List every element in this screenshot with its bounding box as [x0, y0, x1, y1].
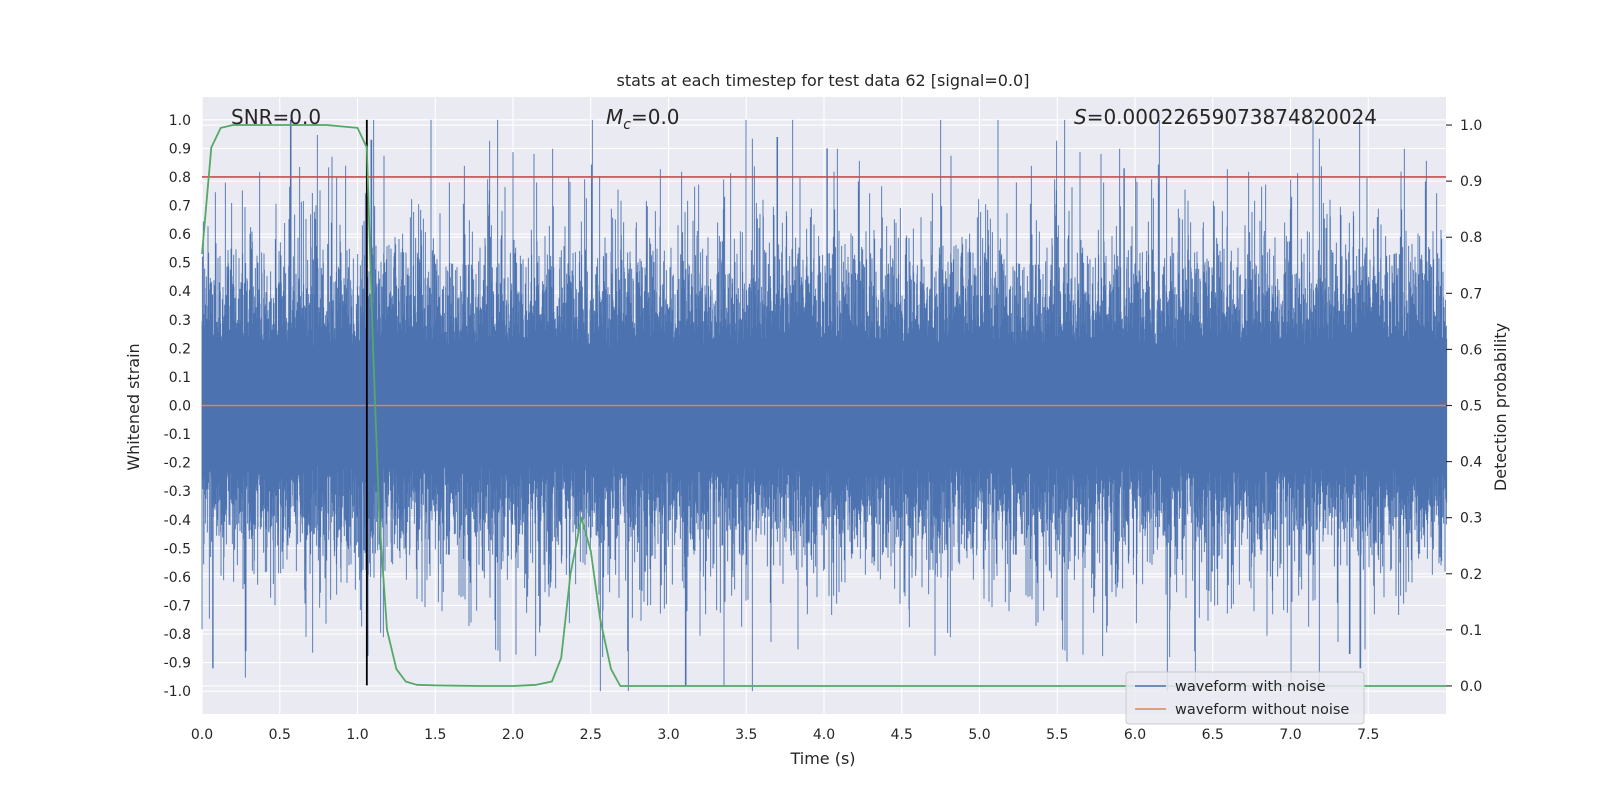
y-tick-label: -0.7: [164, 598, 191, 614]
y-tick-label: 1.0: [169, 113, 191, 129]
x-tick-label: 1.5: [424, 727, 446, 743]
y-tick-label: 0.7: [169, 199, 191, 215]
y-tick-label: 0.2: [169, 341, 191, 357]
y-tick-label: -0.3: [164, 484, 191, 500]
y-tick-label: -1.0: [164, 684, 191, 700]
y-tick-label: 0.1: [169, 370, 191, 386]
y-right-tick-label: 0.5: [1460, 399, 1482, 415]
y-tick-label: 0.0: [169, 399, 191, 415]
y-tick-label: 0.9: [169, 141, 191, 157]
series-waveform-with-noise: [201, 119, 1448, 692]
score-value: =0.00022659073874820024: [1087, 105, 1377, 129]
x-tick-label: 6.5: [1202, 727, 1224, 743]
x-tick-label: 5.0: [968, 727, 990, 743]
y-right-tick-label: 0.9: [1460, 174, 1482, 190]
snr-annotation: SNR=0.0: [231, 105, 321, 129]
y-tick-label: -0.9: [164, 656, 191, 672]
y-tick-label: -0.8: [164, 627, 191, 643]
y-right-tick-label: 0.0: [1460, 679, 1482, 695]
y-tick-label: -0.5: [164, 541, 191, 557]
legend-label-clean: waveform without noise: [1175, 702, 1349, 718]
y-tick-label: 0.5: [169, 256, 191, 272]
x-tick-label: 6.0: [1124, 727, 1146, 743]
y-tick-label: 0.3: [169, 313, 191, 329]
x-tick-label: 5.5: [1046, 727, 1068, 743]
y-right-tick-label: 0.4: [1460, 455, 1482, 471]
x-axis-label: Time (s): [789, 749, 855, 768]
x-tick-label: 0.0: [191, 727, 213, 743]
y-right-tick-label: 0.7: [1460, 286, 1482, 302]
y-tick-label: 0.6: [169, 227, 191, 243]
series-overlays: [201, 119, 1446, 687]
detection-probability-line: [201, 124, 1446, 687]
y-right-tick-label: 0.2: [1460, 567, 1482, 583]
x-tick-label: 2.5: [580, 727, 602, 743]
x-tick-label: 7.5: [1357, 727, 1379, 743]
y-tick-label: -0.4: [164, 513, 191, 529]
x-tick-label: 1.0: [346, 727, 368, 743]
x-tick-label: 7.0: [1279, 727, 1301, 743]
x-tick-label: 0.5: [269, 727, 291, 743]
y-right-tick-label: 1.0: [1460, 118, 1482, 134]
y-right-tick-label: 0.8: [1460, 230, 1482, 246]
y-axis-right-label: Detection probability: [1491, 323, 1510, 491]
y-tick-label: -0.2: [164, 456, 191, 472]
y-right-tick-label: 0.3: [1460, 511, 1482, 527]
chirp-mass-annotation: Mc=0.0: [606, 105, 680, 133]
chirp-mass-subscript: c: [623, 117, 631, 133]
y-right-tick-label: 0.6: [1460, 342, 1482, 358]
y-right-tick-label: 0.1: [1460, 623, 1482, 639]
score-symbol: S: [1074, 105, 1087, 129]
legend-box: [1125, 671, 1365, 725]
axes: 0.0 0.5 1.0 1.5 2.0 2.5 3.0 3.5 4.0 4.5 5.0 5.5 6.0 6…: [164, 113, 1483, 743]
chart-title: stats at each timestep for test data 62 …: [617, 71, 1030, 90]
y-tick-label: 0.4: [169, 284, 191, 300]
x-tick-label: 3.0: [657, 727, 679, 743]
x-tick-label: 2.0: [502, 727, 524, 743]
chirp-mass-symbol: M: [606, 105, 623, 129]
x-tick-label: 4.5: [891, 727, 913, 743]
x-tick-label: 4.0: [813, 727, 835, 743]
legend-label-noise: waveform with noise: [1175, 679, 1326, 695]
legend: waveform with noise waveform without noi…: [1125, 671, 1365, 725]
noise-trace: [201, 119, 1448, 692]
y-axis-label: Whitened strain: [124, 343, 143, 470]
y-tick-label: 0.8: [169, 170, 191, 186]
y-tick-label: -0.6: [164, 570, 191, 586]
x-tick-label: 3.5: [735, 727, 757, 743]
score-annotation: S=0.00022659073874820024: [1074, 105, 1377, 129]
chirp-mass-value: =0.0: [631, 105, 680, 129]
y-tick-label: -0.1: [164, 427, 191, 443]
